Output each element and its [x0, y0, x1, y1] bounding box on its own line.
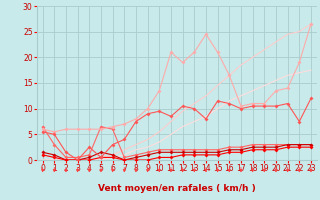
X-axis label: Vent moyen/en rafales ( km/h ): Vent moyen/en rafales ( km/h ): [98, 184, 256, 193]
